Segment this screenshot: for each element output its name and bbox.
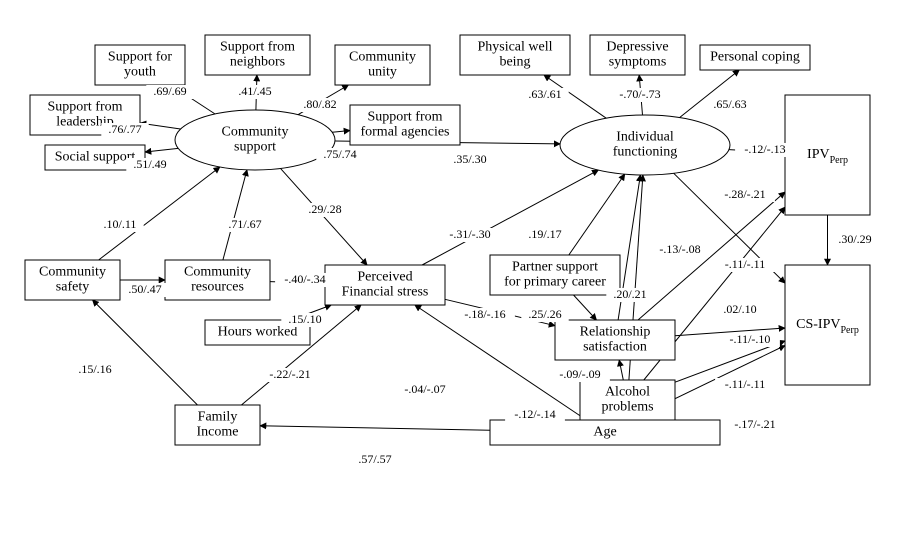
edge-label: .10/.11 [104, 217, 137, 231]
edge-label: .20/.21 [613, 287, 646, 301]
edge-community_support-social_support [145, 148, 178, 152]
edge-label: -.11/-.11 [725, 257, 765, 271]
edge-label: .80/.82 [303, 97, 336, 111]
edge-label: .71/.67 [228, 217, 261, 231]
node-label: Alcoholproblems [601, 385, 653, 415]
edge-community_safety-community_support [99, 167, 220, 260]
node-label: Relationshipsatisfaction [580, 325, 651, 355]
edge-label: -.09/-.09 [559, 367, 600, 381]
edge-label: .75/.74 [323, 147, 356, 161]
edge-label: -.12/-.14 [514, 407, 555, 421]
edge-label: -.22/-.21 [269, 367, 310, 381]
node-label: Social support [55, 150, 136, 165]
edge-label: .41/.45 [238, 84, 271, 98]
edge-label: -.18/-.16 [464, 307, 505, 321]
edge-label: .02/.10 [723, 302, 756, 316]
edge-label: .35/.30 [453, 152, 486, 166]
node-label: Support fromneighbors [220, 40, 295, 70]
edge-partner_support-rel_satisfaction [574, 295, 597, 320]
edge-label: -.11/-.10 [730, 332, 771, 346]
edge-community_support-support_agencies [332, 131, 350, 133]
edge-label: .69/.69 [153, 84, 186, 98]
edge-label: .30/.29 [838, 232, 871, 246]
edge-label: -.31/-.30 [449, 227, 490, 241]
edge-label: -.11/-.11 [725, 377, 765, 391]
node-label: FamilyIncome [197, 410, 239, 440]
edge-label: -.13/-.08 [659, 242, 700, 256]
edge-label: -.28/-.21 [724, 187, 765, 201]
edge-label: .15/.16 [78, 362, 111, 376]
edge-family_income-community_safety [93, 300, 198, 405]
node-label: Support fromformal agencies [360, 110, 449, 140]
edge-label: -.40/-.34 [284, 272, 325, 286]
edge-label: -.04/-.07 [404, 382, 445, 396]
node-label: Age [593, 425, 616, 440]
node-label: Partner supportfor primary career [504, 260, 606, 290]
edge-partner_support-indiv_func [569, 174, 625, 255]
edge-label: -.12/-.13 [744, 142, 785, 156]
edge-label: -.17/-.21 [734, 417, 775, 431]
edge-label: .51/.49 [133, 157, 166, 171]
node-label: Depressivesymptoms [606, 40, 668, 70]
edge-label: .15/.10 [288, 312, 321, 326]
node-label: Individualfunctioning [613, 130, 678, 160]
edge-label: .57/.57 [358, 452, 391, 466]
edge-label: .76/.77 [108, 122, 141, 136]
edge-label: .25/.26 [528, 307, 561, 321]
edge-label: .29/.28 [308, 202, 341, 216]
edge-age-family_income [260, 426, 490, 431]
edge-community_res-community_support [223, 170, 247, 260]
sem-model-diagram: Support foryouthSupport fromneighborsCom… [0, 0, 900, 543]
edge-alc_problems-rel_satisfaction [619, 360, 623, 380]
edge-label: .65/.63 [713, 97, 746, 111]
edge-label: .50/.47 [128, 282, 161, 296]
node-label: Personal coping [710, 50, 800, 65]
node-label: Communityresources [184, 265, 251, 295]
edge-label: .19/.17 [528, 227, 561, 241]
edge-label: -.70/-.73 [619, 87, 660, 101]
edge-label: .63/.61 [528, 87, 561, 101]
